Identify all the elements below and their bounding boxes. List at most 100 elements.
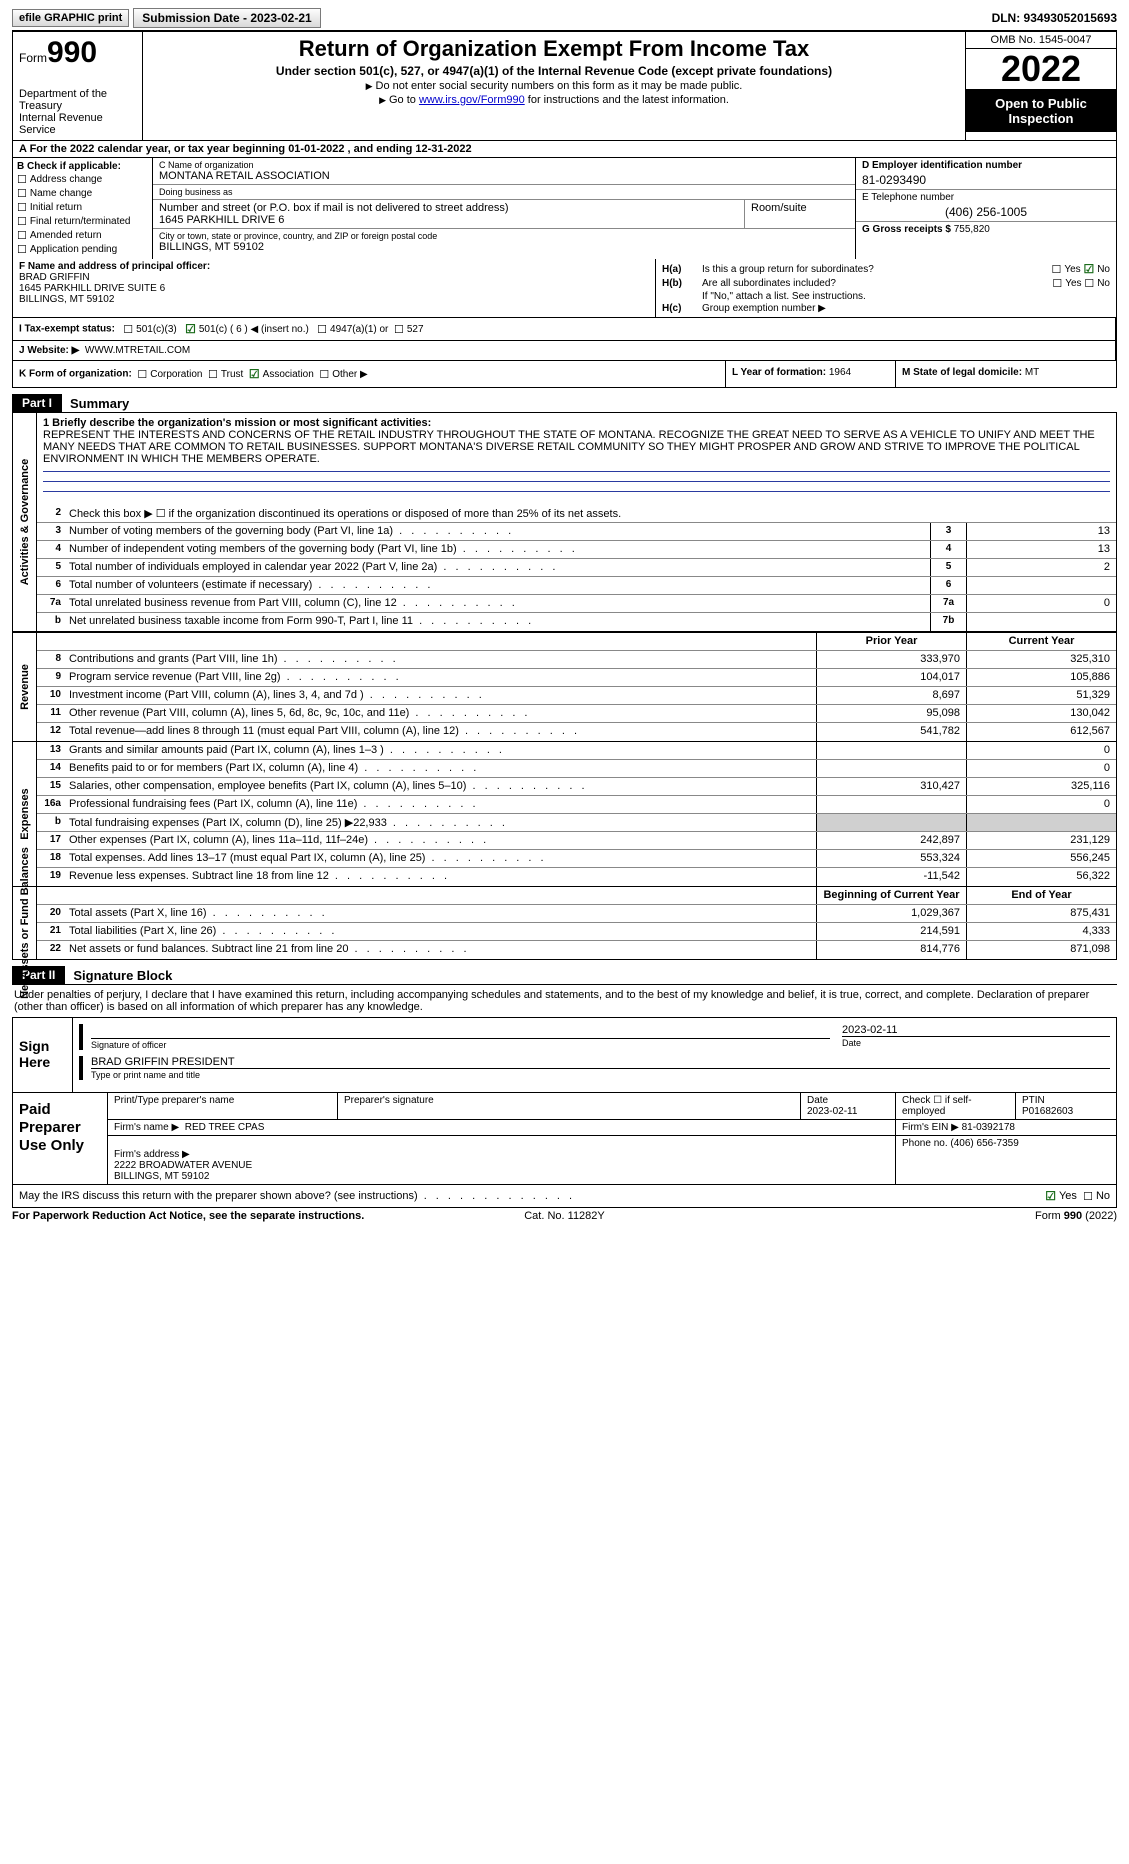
page-footer: For Paperwork Reduction Act Notice, see …	[12, 1210, 1117, 1222]
discuss-no[interactable]: No	[1083, 1190, 1110, 1202]
summary-row: b Total fundraising expenses (Part IX, c…	[37, 814, 1116, 832]
paperwork-notice: For Paperwork Reduction Act Notice, see …	[12, 1210, 380, 1222]
street-label: Number and street (or P.O. box if mail i…	[159, 202, 738, 214]
row-i-tax-exempt: I Tax-exempt status: 501(c)(3) 501(c) ( …	[12, 318, 1117, 341]
line-num: 17	[37, 832, 65, 849]
line-box: 4	[930, 541, 966, 558]
discuss-yes[interactable]: Yes	[1045, 1190, 1077, 1202]
summary-row: b Net unrelated business taxable income …	[37, 613, 1116, 631]
net-header-row: Beginning of Current Year End of Year	[37, 887, 1116, 905]
ha-no[interactable]: No	[1083, 264, 1110, 275]
goto-pre: Go to	[389, 94, 419, 106]
check-other[interactable]: Other ▶	[319, 369, 367, 380]
open-to-public: Open to Public Inspection	[966, 90, 1116, 132]
gross-value: 755,820	[954, 224, 990, 235]
ein-value: 81-0293490	[862, 173, 1110, 187]
p-check-self[interactable]: Check ☐ if self-employed	[896, 1093, 1016, 1119]
line-num: 19	[37, 868, 65, 886]
sig-date: 2023-02-11	[842, 1024, 1110, 1036]
line-value: 0	[966, 595, 1116, 612]
paid-preparer-label: Paid Preparer Use Only	[13, 1093, 108, 1184]
line-num: 21	[37, 923, 65, 940]
current-value: 231,129	[966, 832, 1116, 849]
line-value: 13	[966, 523, 1116, 540]
efile-print-button[interactable]: efile GRAPHIC print	[12, 9, 129, 27]
check-initial-return[interactable]: Initial return	[17, 201, 148, 214]
hc-label: H(c)	[662, 303, 702, 314]
submission-date-button[interactable]: Submission Date - 2023-02-21	[133, 8, 320, 28]
officer-name: BRAD GRIFFIN	[19, 272, 649, 283]
omb-number: OMB No. 1545-0047	[966, 32, 1116, 49]
current-value: 130,042	[966, 705, 1116, 722]
website-value: WWW.MTRETAIL.COM	[85, 345, 190, 356]
row-j-website: J Website: ▶ WWW.MTRETAIL.COM	[12, 341, 1117, 361]
check-527[interactable]: 527	[394, 324, 424, 335]
principal-officer: F Name and address of principal officer:…	[13, 259, 656, 317]
hb-label: H(b)	[662, 278, 702, 289]
prior-value: 242,897	[816, 832, 966, 849]
line-num: 18	[37, 850, 65, 867]
p-name-label: Print/Type preparer's name	[114, 1095, 331, 1106]
prior-value	[816, 742, 966, 759]
top-bar: efile GRAPHIC print Submission Date - 20…	[12, 8, 1117, 31]
org-name: MONTANA RETAIL ASSOCIATION	[159, 170, 849, 182]
hb-no[interactable]: No	[1084, 278, 1110, 289]
check-final-return[interactable]: Final return/terminated	[17, 215, 148, 228]
hb-yes[interactable]: Yes	[1052, 278, 1081, 289]
form-label: Form	[19, 51, 47, 65]
line-num: b	[37, 814, 65, 831]
gross-label: G Gross receipts $	[862, 224, 951, 235]
ha-yes[interactable]: Yes	[1051, 264, 1080, 275]
discuss-text: May the IRS discuss this return with the…	[19, 1190, 1045, 1202]
check-address-change[interactable]: Address change	[17, 173, 148, 186]
summary-row: 10 Investment income (Part VIII, column …	[37, 687, 1116, 705]
check-trust[interactable]: Trust	[208, 369, 243, 380]
sign-here-label: Sign Here	[13, 1018, 73, 1092]
current-value: 0	[966, 760, 1116, 777]
check-amended-return[interactable]: Amended return	[17, 229, 148, 242]
line-text: Total expenses. Add lines 13–17 (must eq…	[65, 850, 816, 867]
goto-post: for instructions and the latest informat…	[525, 94, 729, 106]
check-501c3[interactable]: 501(c)(3)	[123, 324, 176, 335]
check-corporation[interactable]: Corporation	[137, 369, 202, 380]
current-year-hdr: Current Year	[966, 633, 1116, 650]
phone-value: (406) 656-7359	[950, 1138, 1018, 1149]
line-text: Other revenue (Part VIII, column (A), li…	[65, 705, 816, 722]
line-num: 3	[37, 523, 65, 540]
part-i-title: Summary	[70, 396, 129, 411]
prior-value	[816, 760, 966, 777]
mission-label: 1 Briefly describe the organization's mi…	[43, 417, 1110, 429]
check-name-change[interactable]: Name change	[17, 187, 148, 200]
line-text: Total revenue—add lines 8 through 11 (mu…	[65, 723, 816, 741]
prior-value: 310,427	[816, 778, 966, 795]
firm-ein-label: Firm's EIN ▶	[902, 1122, 959, 1133]
line-num: 22	[37, 941, 65, 959]
line-num: b	[37, 613, 65, 631]
ssn-note: Do not enter social security numbers on …	[151, 80, 957, 92]
firm-ein-value: 81-0392178	[962, 1122, 1015, 1133]
prior-value: 553,324	[816, 850, 966, 867]
dln-label: DLN: 93493052015693	[992, 11, 1117, 25]
prior-value: 104,017	[816, 669, 966, 686]
form-number: Form990	[19, 36, 136, 70]
l-label: L Year of formation:	[732, 367, 826, 378]
col-d-ein: D Employer identification number 81-0293…	[856, 158, 1116, 259]
irs-link[interactable]: www.irs.gov/Form990	[419, 94, 525, 106]
check-app-pending[interactable]: Application pending	[17, 243, 148, 256]
check-501c[interactable]: 501(c) ( 6 ) ◀ (insert no.)	[185, 324, 309, 335]
header-center: Return of Organization Exempt From Incom…	[143, 32, 966, 140]
line-num: 6	[37, 577, 65, 594]
mission-text: REPRESENT THE INTERESTS AND CONCERNS OF …	[43, 429, 1110, 465]
check-4947[interactable]: 4947(a)(1) or	[317, 324, 388, 335]
line-value: 13	[966, 541, 1116, 558]
officer-addr2: BILLINGS, MT 59102	[19, 294, 649, 305]
summary-row: 14 Benefits paid to or for members (Part…	[37, 760, 1116, 778]
check-association[interactable]: Association	[249, 369, 314, 380]
current-value: 105,886	[966, 669, 1116, 686]
current-value	[966, 814, 1116, 831]
i-label: I Tax-exempt status:	[19, 324, 115, 335]
p-date-value: 2023-02-11	[807, 1106, 889, 1117]
begin-year-hdr: Beginning of Current Year	[816, 887, 966, 904]
summary-row: 19 Revenue less expenses. Subtract line …	[37, 868, 1116, 886]
summary-row: 7a Total unrelated business revenue from…	[37, 595, 1116, 613]
